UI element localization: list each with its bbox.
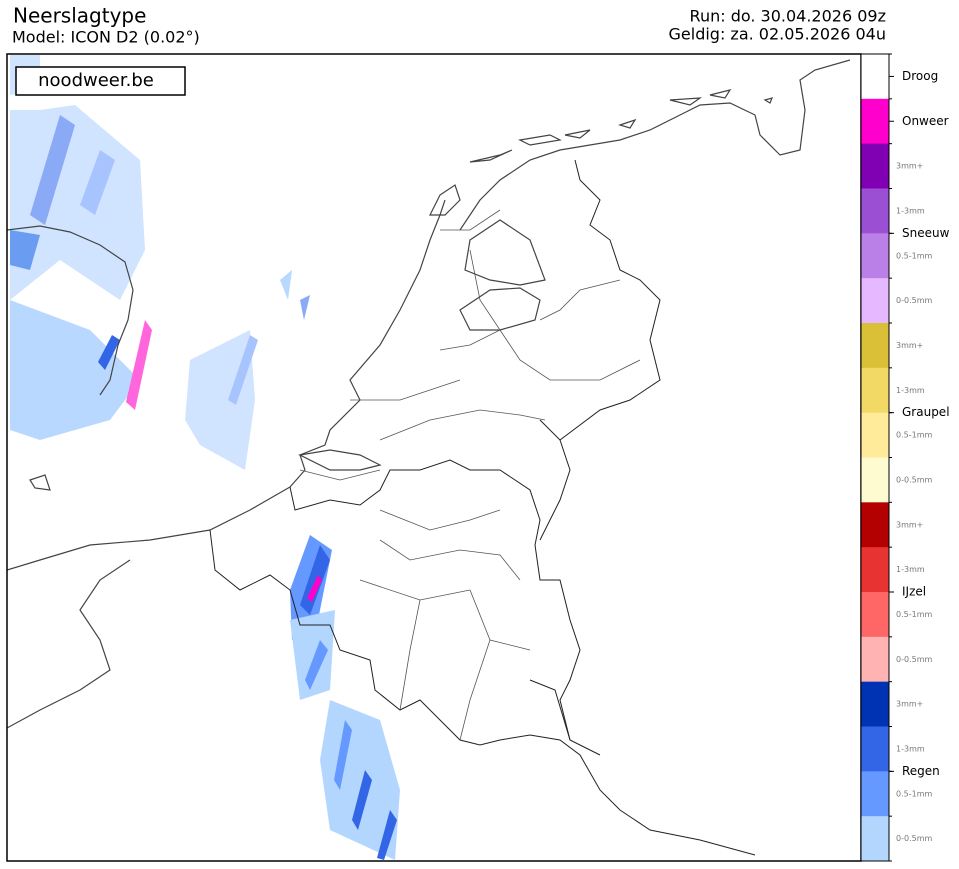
coastlines xyxy=(7,59,851,729)
legend-label: Droog xyxy=(902,69,938,83)
legend-swatch xyxy=(861,367,889,414)
watermark-box xyxy=(15,66,186,96)
legend-sublabel: 0-0.5mm xyxy=(896,834,932,843)
legend-swatch xyxy=(861,233,889,279)
title: Neerslagtype xyxy=(13,4,146,28)
legend-swatch xyxy=(861,502,889,548)
run: Run: do. 30.04.2026 09z xyxy=(690,7,886,26)
legend-label: Regen xyxy=(902,764,940,778)
legend-swatch xyxy=(861,143,889,189)
legend-sublabel: 0.5-1mm xyxy=(896,789,932,798)
legend-swatch xyxy=(861,547,889,593)
legend-swatch xyxy=(861,323,889,369)
legend-sublabel: 1-3mm xyxy=(896,206,925,215)
legend-sublabel: 0-0.5mm xyxy=(896,655,932,664)
legend-swatch xyxy=(861,816,889,862)
legend-sublabel: 3mm+ xyxy=(896,520,923,529)
legend-swatch xyxy=(861,771,889,817)
legend-label: Sneeuw xyxy=(902,226,950,240)
precipitation xyxy=(10,55,400,860)
watermark: noodweer.be xyxy=(38,70,154,91)
legend-swatch xyxy=(861,681,889,727)
legend-label: Graupel xyxy=(902,405,950,419)
borders xyxy=(209,159,756,856)
legend-sublabel: 0-0.5mm xyxy=(896,296,932,305)
legend-swatch xyxy=(861,592,889,638)
legend-sublabel: 0.5-1mm xyxy=(896,431,932,440)
legend-sublabel: 0.5-1mm xyxy=(896,251,932,260)
legend-sublabel: 1-3mm xyxy=(896,744,925,753)
legend-swatch xyxy=(861,98,889,145)
legend-swatch xyxy=(861,726,889,772)
legend: Droog Onweer 3mm+ 1-3mm 0.5-1mm 0-0.5mm Sneeuw… xyxy=(860,53,950,862)
legend-sublabel: 0-0.5mm xyxy=(896,475,932,484)
legend-swatch xyxy=(861,412,889,458)
map xyxy=(6,53,862,862)
model: Model: ICON D2 (0.02°) xyxy=(12,28,200,47)
legend-sublabel: 0.5-1mm xyxy=(896,610,932,619)
legend-sublabel: 1-3mm xyxy=(896,565,925,574)
provinces xyxy=(299,209,641,741)
legend-swatch xyxy=(861,188,889,234)
legend-label: IJzel xyxy=(902,585,926,599)
legend-sublabel: 1-3mm xyxy=(896,386,925,395)
legend-sublabel: 3mm+ xyxy=(896,341,923,350)
legend-label: Onweer xyxy=(902,114,949,128)
legend-swatch xyxy=(861,636,889,683)
legend-frame xyxy=(860,53,890,862)
legend-sublabel: 3mm+ xyxy=(896,162,923,171)
legend-swatch xyxy=(861,457,889,503)
legend-swatch xyxy=(861,54,889,100)
valid: Geldig: za. 02.05.2026 04u xyxy=(669,25,887,44)
legend-sublabel: 3mm+ xyxy=(896,700,923,709)
legend-swatch xyxy=(861,278,889,324)
